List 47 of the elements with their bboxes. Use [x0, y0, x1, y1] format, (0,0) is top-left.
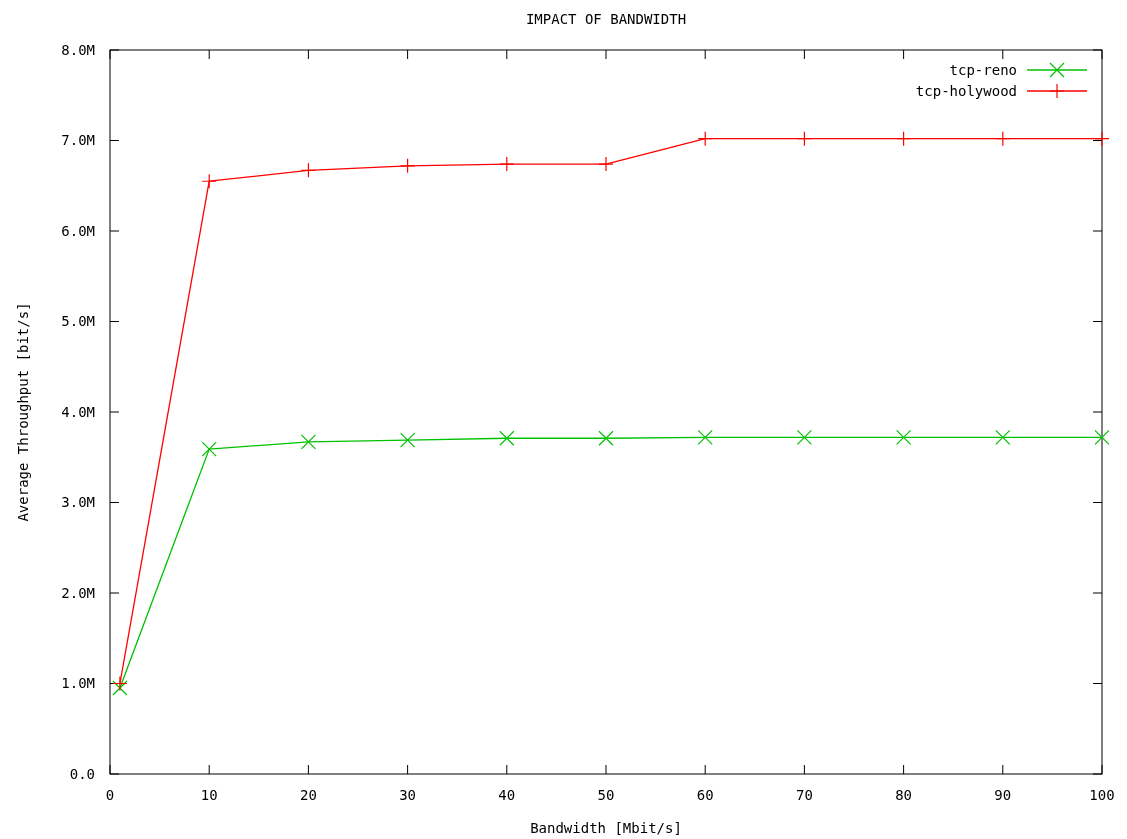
- x-tick-label: 0: [105, 787, 115, 803]
- point: [112, 675, 128, 692]
- point: [112, 680, 128, 696]
- point: [300, 162, 316, 178]
- point: [995, 131, 1011, 147]
- point: [598, 156, 614, 172]
- y-tick-label: 1.0M: [61, 675, 95, 692]
- point: [697, 429, 713, 445]
- point: [896, 429, 912, 445]
- x-tick-label: 10: [200, 787, 218, 803]
- y-tick-label: 3.0M: [61, 494, 95, 511]
- point: [995, 429, 1011, 445]
- x-tick-label: 50: [597, 787, 615, 803]
- y-tick-label: 8.0M: [61, 41, 95, 58]
- x-tick-label: 20: [299, 787, 317, 803]
- y-tick-label: 6.0M: [61, 222, 95, 239]
- x-tick-label: 70: [795, 787, 813, 803]
- y-tick-label: 4.0M: [61, 403, 95, 420]
- point: [499, 430, 515, 446]
- legend-label: tcp-holywood: [915, 82, 1017, 99]
- y-axis-title: Average Throughput [bit/s]: [15, 302, 31, 522]
- x-tick-label: 60: [696, 787, 714, 803]
- point: [499, 156, 515, 172]
- x-tick-label: 90: [994, 787, 1012, 803]
- point: [1094, 131, 1110, 147]
- chart-title: IMPACT OF BANDWIDTH: [525, 11, 687, 27]
- point: [400, 432, 416, 448]
- point: [300, 434, 316, 450]
- y-tick-label: 0.0: [69, 765, 95, 782]
- point: [796, 131, 812, 147]
- point: [796, 429, 812, 445]
- point: [201, 441, 217, 457]
- y-tick-label: 2.0M: [61, 584, 95, 601]
- x-tick-label: 80: [895, 787, 913, 803]
- point: [598, 430, 614, 446]
- y-tick-label: 7.0M: [61, 132, 95, 149]
- point: [201, 173, 217, 189]
- x-tick-label: 30: [399, 787, 417, 803]
- x-tick-label: 40: [498, 787, 516, 803]
- point: [896, 131, 912, 147]
- x-tick-label: 100: [1089, 787, 1115, 803]
- point: [1094, 429, 1110, 445]
- y-tick-label: 5.0M: [61, 313, 95, 330]
- legend-label: tcp-reno: [949, 61, 1017, 78]
- x-axis-title: Bandwidth [Mbit/s]: [530, 820, 682, 836]
- point: [400, 158, 416, 174]
- point: [697, 131, 713, 147]
